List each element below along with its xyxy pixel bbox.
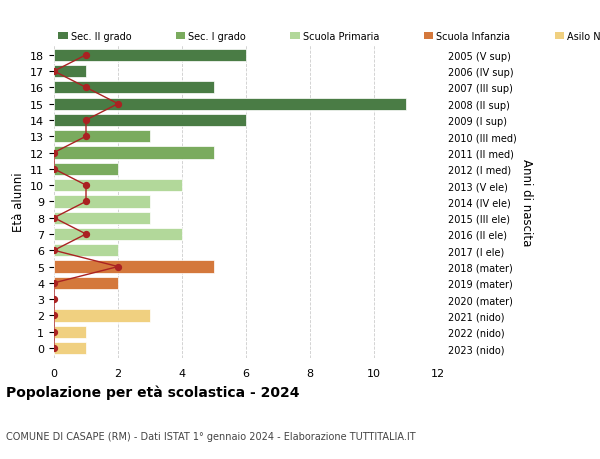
Point (49, 312, 59, 319)
Bar (54, 196, 150, 208)
Bar (54, 50, 246, 62)
Bar (54, 229, 182, 241)
Point (49, 214, 59, 222)
Bar (54, 98, 406, 111)
Bar (54, 245, 118, 257)
Point (81, 231, 91, 238)
Point (49, 296, 59, 303)
Bar (54, 179, 182, 192)
Point (49, 345, 59, 352)
Point (49, 328, 59, 336)
Y-axis label: Anni di nascita: Anni di nascita (520, 158, 533, 246)
Point (49, 68, 59, 76)
Point (113, 101, 123, 108)
Bar (54, 342, 86, 354)
Text: COMUNE DI CASAPE (RM) - Dati ISTAT 1° gennaio 2024 - Elaborazione TUTTITALIA.IT: COMUNE DI CASAPE (RM) - Dati ISTAT 1° ge… (6, 431, 416, 441)
Point (81, 84, 91, 92)
Point (81, 198, 91, 206)
Legend: Sec. II grado, Sec. I grado, Scuola Primaria, Scuola Infanzia, Asilo Nido, Stran: Sec. II grado, Sec. I grado, Scuola Prim… (54, 28, 600, 46)
Bar (54, 147, 214, 159)
Point (113, 263, 123, 271)
Point (81, 133, 91, 140)
Bar (54, 131, 150, 143)
Y-axis label: Età alunni: Età alunni (11, 172, 25, 232)
Point (49, 150, 59, 157)
Bar (54, 212, 150, 224)
Point (49, 280, 59, 287)
Point (81, 182, 91, 190)
Point (81, 117, 91, 124)
Point (81, 52, 91, 59)
Bar (54, 261, 214, 273)
Bar (54, 310, 150, 322)
Bar (54, 82, 214, 94)
Bar (54, 163, 118, 175)
Bar (54, 115, 246, 127)
Point (49, 166, 59, 173)
Bar (54, 66, 86, 78)
Text: Popolazione per età scolastica - 2024: Popolazione per età scolastica - 2024 (6, 385, 299, 399)
Point (49, 247, 59, 254)
Bar (54, 326, 86, 338)
Bar (54, 277, 118, 289)
